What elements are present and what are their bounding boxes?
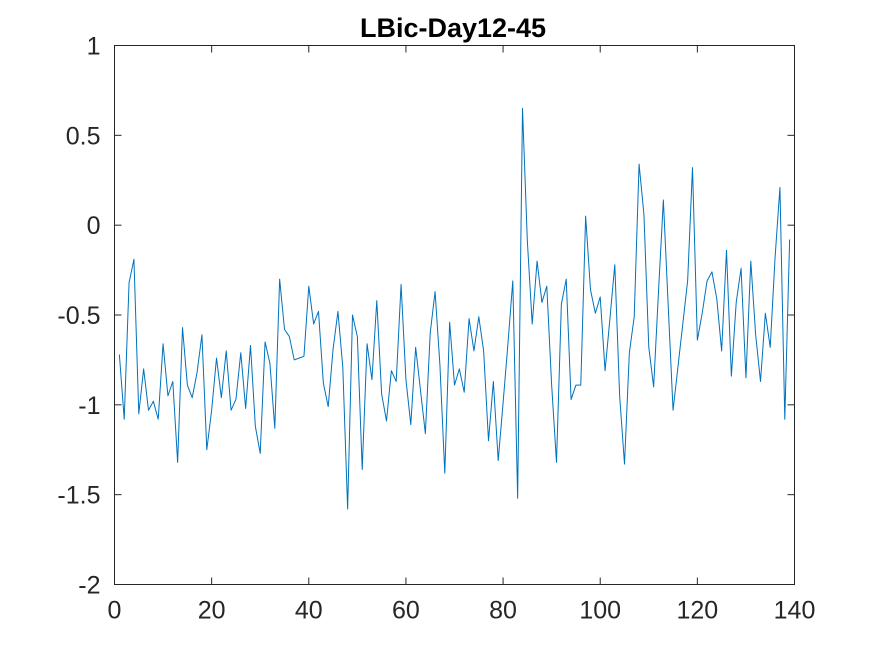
x-tick-label: 0 — [108, 597, 122, 625]
x-tick-label: 120 — [676, 597, 718, 625]
x-tick-label: 60 — [392, 597, 420, 625]
y-tick-label: 0.5 — [66, 122, 101, 150]
y-tick-label: 0 — [87, 212, 101, 240]
plot-area — [114, 45, 795, 585]
y-tick-label: -2 — [78, 572, 100, 600]
series-group — [118, 107, 791, 510]
x-tick-label: 20 — [198, 597, 226, 625]
tick-marks — [114, 45, 795, 585]
y-axis-tick-labels: 1 0.5 0 -0.5 -1 -1.5 -2 — [57, 33, 100, 600]
x-tick-label: 100 — [579, 597, 621, 625]
series-line — [118, 107, 791, 510]
y-tick-label: -1 — [78, 392, 100, 420]
chart-title: LBic-Day12-45 — [360, 13, 546, 43]
y-tick-label: 1 — [87, 33, 101, 61]
x-tick-label: 80 — [489, 597, 517, 625]
x-axis-tick-labels: 0 20 40 60 80 100 120 140 — [108, 597, 816, 625]
x-tick-label: 40 — [295, 597, 323, 625]
y-tick-label: -1.5 — [57, 482, 100, 510]
y-tick-label: -0.5 — [57, 302, 100, 330]
x-tick-label: 140 — [774, 597, 816, 625]
